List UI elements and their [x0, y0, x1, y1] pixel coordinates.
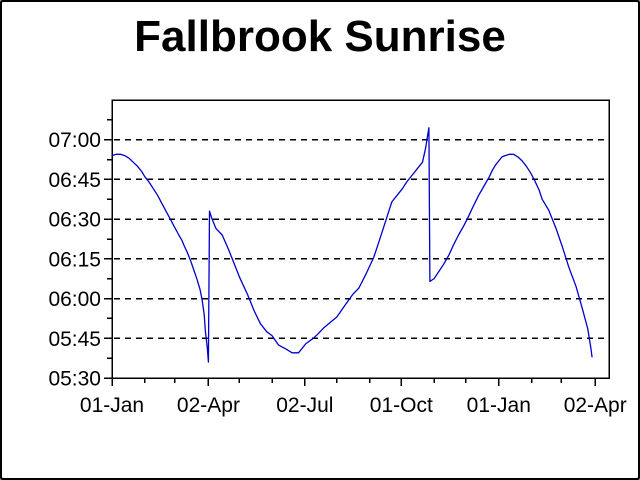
y-axis-tick-label: 06:00 — [48, 288, 101, 311]
x-axis-tick-label: 01-Jan — [467, 394, 531, 417]
x-axis-tick-label: 02-Jul — [276, 394, 333, 417]
y-axis-tick-label: 05:30 — [48, 368, 101, 391]
plot-border — [111, 99, 610, 379]
x-axis-tick-label: 02-Apr — [177, 394, 240, 417]
x-axis-tick-label: 01-Oct — [370, 394, 433, 417]
y-axis-tick-label: 07:00 — [48, 129, 101, 152]
y-axis-tick-label: 06:45 — [48, 169, 101, 192]
y-axis-tick-label: 05:45 — [48, 328, 101, 351]
chart-title: Fallbrook Sunrise — [134, 12, 506, 61]
y-axis-tick-label: 06:15 — [48, 248, 101, 271]
y-axis-tick-label: 06:30 — [48, 209, 101, 232]
x-axis-tick-label: 02-Apr — [564, 394, 627, 417]
sunrise-time-series-line — [111, 127, 593, 363]
x-axis-tick-label: 01-Jan — [80, 394, 144, 417]
